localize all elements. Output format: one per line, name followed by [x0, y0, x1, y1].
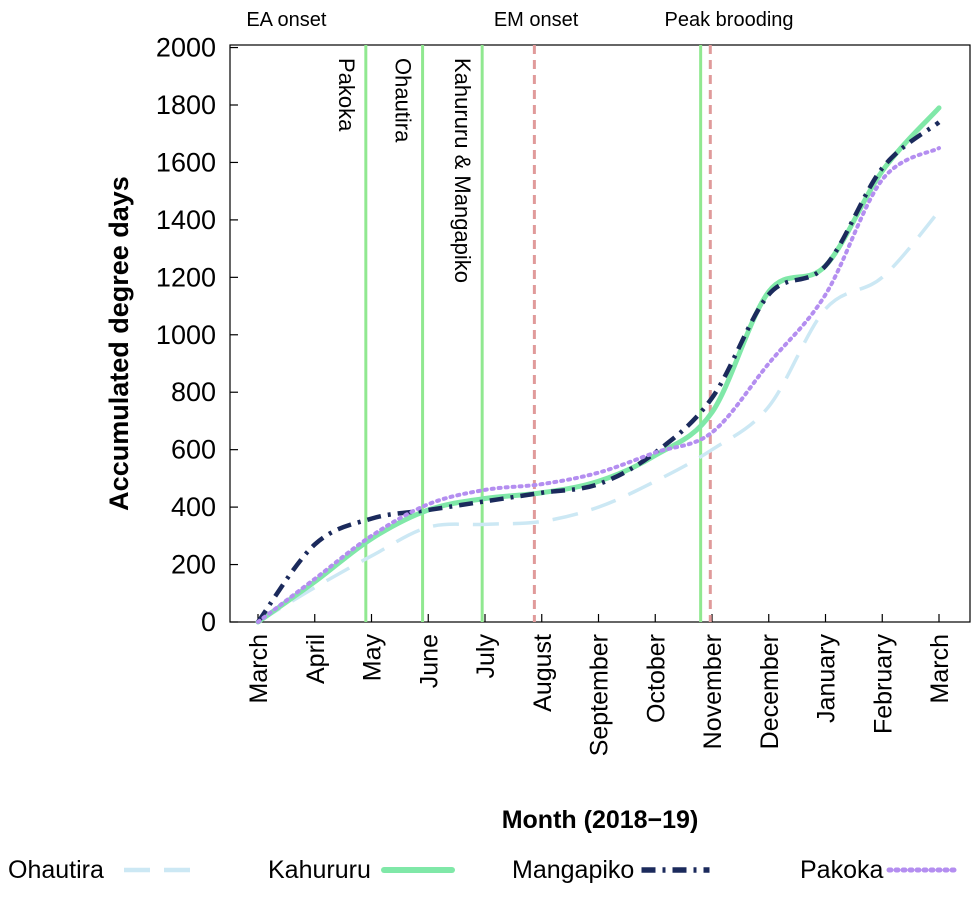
y-tick-label: 400	[171, 492, 216, 522]
x-tick-label: June	[415, 634, 443, 688]
x-tick-label: March	[926, 634, 954, 703]
event-annotation: Peak brooding	[665, 9, 794, 31]
x-tick-label: October	[642, 634, 670, 723]
reference-line-label: Pakoka	[334, 58, 359, 132]
x-tick-label: December	[756, 634, 784, 749]
y-tick-label: 0	[201, 607, 216, 637]
y-tick-label: 2000	[156, 33, 216, 63]
y-tick-label: 1400	[156, 205, 216, 235]
y-tick-label: 200	[171, 550, 216, 580]
legend-label: Pakoka	[800, 856, 883, 884]
series-line-pakoka	[256, 146, 941, 624]
series-line-mangapiko	[256, 120, 941, 624]
y-tick-label: 1200	[156, 262, 216, 292]
x-tick-label: May	[359, 634, 387, 682]
y-tick-label: 1000	[156, 320, 216, 350]
x-tick-label: November	[699, 634, 727, 749]
x-tick-label: March	[245, 634, 273, 703]
y-tick-label: 1600	[156, 147, 216, 177]
x-tick-label: August	[529, 634, 557, 712]
x-axis-label: Month (2018−19)	[502, 806, 699, 834]
legend-label: Kahururu	[268, 856, 371, 884]
y-axis-label: Accumulated degree days	[104, 176, 134, 511]
x-tick-label: February	[869, 634, 897, 735]
event-annotation: EA onset	[246, 9, 327, 31]
plot-frame	[229, 44, 971, 623]
reference-line-label: Kahururu & Mangapiko	[450, 58, 475, 283]
y-tick-label: 800	[171, 377, 216, 407]
series-line-kahururu	[255, 105, 942, 625]
x-tick-label: September	[586, 634, 614, 756]
event-annotation: EM onset	[494, 9, 579, 31]
legend-label: Ohautira	[8, 856, 104, 884]
x-tick-label: January	[813, 634, 841, 723]
x-tick-label: April	[302, 634, 330, 684]
legend-label: Mangapiko	[512, 856, 634, 884]
series-line-ohautira	[257, 210, 941, 624]
x-tick-label: July	[472, 634, 500, 679]
reference-line-label: Ohautira	[391, 58, 416, 143]
y-tick-label: 1800	[156, 90, 216, 120]
y-tick-label: 600	[171, 435, 216, 465]
